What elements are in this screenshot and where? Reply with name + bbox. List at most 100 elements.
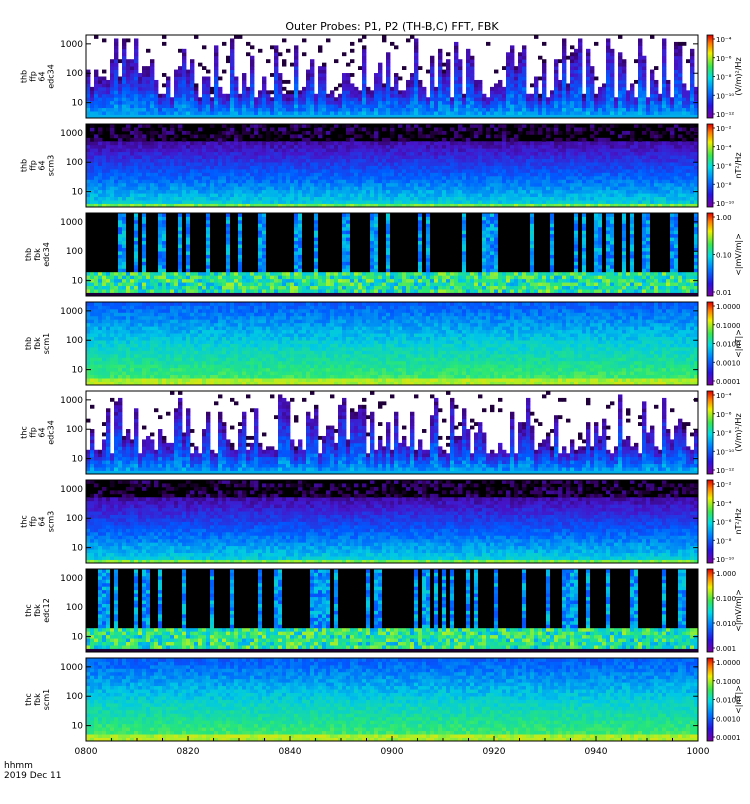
y-axis-label: edc12 — [42, 598, 51, 623]
x-tick-label: 0920 — [483, 747, 506, 757]
spectrogram-cells — [86, 302, 698, 385]
colorbar-tick-label: 10⁻¹⁰ — [716, 448, 734, 456]
y-tick-label: 100 — [66, 692, 83, 702]
colorbar-tick-label: 10⁻⁴ — [716, 36, 732, 44]
colorbar-tick-label: 10⁻² — [716, 125, 732, 133]
spectrogram-cells — [86, 569, 698, 652]
colorbar-tick-label: 1.0000 — [716, 659, 741, 667]
colorbar-tick-label: 0.1000 — [716, 322, 741, 330]
y-axis-label: edc34 — [47, 420, 56, 445]
y-tick-label: 1000 — [60, 663, 83, 673]
x-tick-label: 1000 — [687, 747, 710, 757]
colorbar — [707, 569, 713, 652]
colorbar-tick-label: 0.0001 — [716, 734, 741, 742]
colorbar-tick-label: 10⁻⁶ — [716, 411, 732, 419]
y-axis-label: scm1 — [42, 689, 51, 710]
y-axis-label: ffp — [29, 427, 38, 438]
colorbar-tick-label: 1.000 — [716, 570, 736, 578]
colorbar-tick-label: 10⁻⁴ — [716, 144, 732, 152]
colorbar-tick-label: 1.0000 — [716, 303, 741, 311]
colorbar-tick-label: 10⁻⁶ — [716, 519, 732, 527]
y-tick-label: 100 — [66, 69, 83, 79]
colorbar-tick-label: 10⁻⁸ — [716, 181, 732, 189]
colorbar-tick-label: 10⁻¹² — [716, 111, 734, 119]
y-tick-label: 1000 — [60, 307, 83, 317]
colorbar — [707, 658, 713, 741]
colorbar-units: nT²/Hz — [734, 508, 743, 534]
y-axis-label: 64 — [38, 516, 47, 526]
y-axis-label: scm3 — [47, 511, 56, 532]
date-label: 2019 Dec 11 — [4, 771, 62, 781]
figure-title: Outer Probes: P1, P2 (TH-B,C) FFT, FBK — [285, 20, 499, 33]
colorbar-tick-label: 10⁻⁸ — [716, 74, 732, 82]
x-tick-label: 0820 — [177, 747, 200, 757]
y-axis-label: fbk — [33, 337, 42, 350]
colorbar-units: <|nT|> — [734, 329, 743, 358]
y-tick-label: 1000 — [60, 129, 83, 139]
colorbar-tick-label: 10⁻⁶ — [716, 163, 732, 171]
colorbar — [707, 124, 713, 207]
y-tick-label: 10 — [72, 455, 84, 465]
y-axis-label: fbk — [33, 604, 42, 617]
colorbar-tick-label: 10⁻⁸ — [716, 430, 732, 438]
colorbar-tick-label: 0.10 — [716, 252, 732, 260]
y-axis-label: 64 — [38, 71, 47, 81]
y-axis-label: scm3 — [47, 155, 56, 176]
colorbar — [707, 480, 713, 563]
y-tick-label: 10 — [72, 633, 84, 643]
y-axis-label: edc34 — [47, 64, 56, 89]
y-tick-label: 10 — [72, 99, 84, 109]
y-tick-label: 1000 — [60, 485, 83, 495]
spectrogram-cells — [86, 213, 698, 296]
colorbar-tick-label: 10⁻² — [716, 481, 732, 489]
colorbar-units: <|nT|> — [734, 685, 743, 714]
colorbar-units: <|mV/m|> — [734, 589, 743, 632]
y-axis-label: thc — [24, 604, 33, 617]
colorbar-tick-label: 10⁻¹⁰ — [716, 200, 734, 208]
y-tick-label: 1000 — [60, 574, 83, 584]
colorbar-units: (V/m)²/Hz — [734, 413, 743, 451]
y-tick-label: 10 — [72, 366, 84, 376]
colorbar-tick-label: 0.0010 — [716, 359, 741, 367]
colorbar-tick-label: 0.1000 — [716, 678, 741, 686]
y-axis-label: ffp — [29, 516, 38, 527]
colorbar-units: (V/m)²/Hz — [734, 57, 743, 95]
y-axis-label: ffp — [29, 71, 38, 82]
colorbar-tick-label: 0.0010 — [716, 715, 741, 723]
y-tick-label: 10 — [72, 544, 84, 554]
x-tick-label: 0800 — [75, 747, 98, 757]
y-axis-label: fbk — [33, 693, 42, 706]
y-axis-label: thb — [24, 337, 33, 350]
y-axis-label: 64 — [38, 427, 47, 437]
y-tick-label: 10 — [72, 188, 84, 198]
colorbar-tick-label: 10⁻⁸ — [716, 537, 732, 545]
y-tick-label: 1000 — [60, 218, 83, 228]
colorbar-tick-label: 10⁻¹⁰ — [716, 556, 734, 564]
y-axis-label: thc — [20, 515, 29, 528]
y-tick-label: 10 — [72, 277, 84, 287]
colorbar-tick-label: 10⁻¹² — [716, 467, 734, 475]
spectrogram-cells — [86, 391, 698, 474]
spectrogram-cells — [86, 658, 698, 741]
colorbar-tick-label: 10⁻¹⁰ — [716, 92, 734, 100]
colorbar — [707, 213, 713, 296]
colorbar — [707, 35, 713, 118]
y-tick-label: 100 — [66, 603, 83, 613]
y-axis-label: scm1 — [42, 333, 51, 354]
y-axis-label: thb — [20, 159, 29, 172]
y-axis-label: thb — [24, 248, 33, 261]
y-tick-label: 100 — [66, 158, 83, 168]
colorbar — [707, 302, 713, 385]
y-tick-label: 100 — [66, 247, 83, 257]
y-axis-label: ffp — [29, 160, 38, 171]
